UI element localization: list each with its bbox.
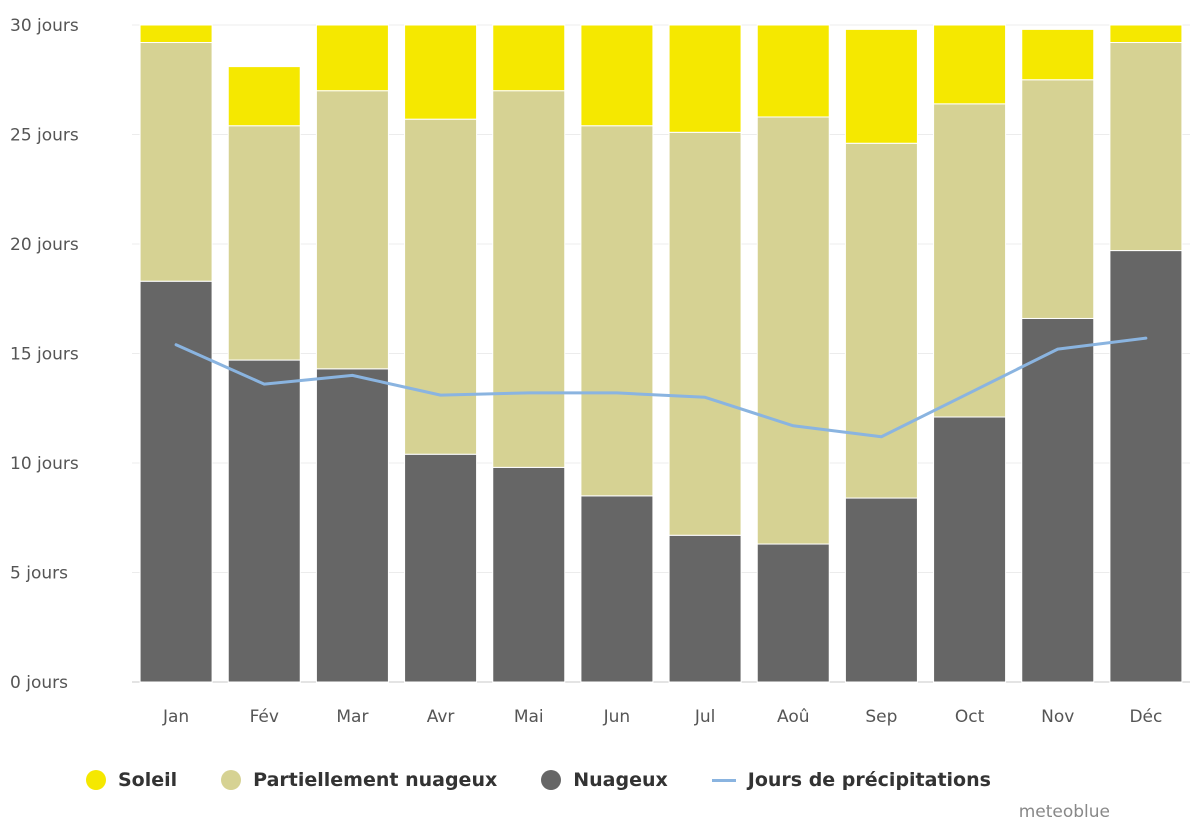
x-tick-label: Mar [336, 707, 368, 727]
legend-swatch-partiellement-nuageux [221, 770, 242, 790]
bar-nuageux[interactable] [492, 466, 566, 683]
bar-partiellement-nuageux[interactable] [492, 90, 566, 468]
legend-swatch-soleil [86, 770, 106, 790]
y-tick-label: 20 jours [10, 235, 79, 255]
y-tick-label: 15 jours [10, 345, 79, 365]
legend-label-jours-de-precipitations: Jours de précipitations [747, 769, 991, 791]
bar-partiellement-nuageux[interactable] [1021, 79, 1095, 319]
x-axis-labels: Jan Fév Mar Avr Mai Jun Jul Aoû Sep Oct Nov Déc [162, 707, 1162, 727]
y-tick-label: 5 jours [10, 564, 68, 584]
bar-nuageux[interactable] [933, 416, 1007, 683]
bar-partiellement-nuageux[interactable] [315, 90, 389, 370]
bar-nuageux[interactable] [404, 453, 478, 683]
bar-soleil[interactable] [1021, 28, 1095, 81]
bar-partiellement-nuageux[interactable] [668, 131, 742, 536]
bar-nuageux[interactable] [580, 495, 654, 683]
bar-partiellement-nuageux[interactable] [227, 125, 301, 361]
x-tick-label: Aoû [777, 707, 810, 727]
x-tick-label: Oct [955, 707, 985, 727]
bar-partiellement-nuageux[interactable] [404, 118, 478, 455]
bar-soleil[interactable] [844, 28, 918, 144]
x-tick-label: Sep [865, 707, 897, 727]
bar-nuageux[interactable] [844, 497, 918, 683]
legend-swatch-nuageux [541, 770, 562, 790]
gridlines [132, 24, 1190, 683]
x-tick-label: Jan [162, 707, 189, 727]
bar-soleil[interactable] [404, 24, 478, 120]
y-tick-label: 30 jours [10, 16, 79, 36]
legend-item-jours-de-precipitations[interactable]: Jours de précipitations [711, 769, 991, 791]
bar-partiellement-nuageux[interactable] [933, 103, 1007, 418]
bar-partiellement-nuageux[interactable] [1109, 42, 1183, 252]
bar-partiellement-nuageux[interactable] [844, 142, 918, 499]
bar-nuageux[interactable] [139, 280, 213, 683]
x-tick-label: Mai [514, 707, 544, 727]
bar-soleil[interactable] [933, 24, 1007, 105]
legend-label-soleil: Soleil [118, 769, 178, 791]
legend-label-partiellement-nuageux: Partiellement nuageux [253, 769, 498, 791]
x-tick-label: Déc [1129, 707, 1162, 727]
y-axis-labels: 0 jours 5 jours 10 jours 15 jours 20 jours 25… [10, 16, 79, 693]
legend-swatch-jours-de-precipitations [711, 778, 736, 782]
bar-soleil[interactable] [139, 24, 213, 44]
bar-partiellement-nuageux[interactable] [139, 42, 213, 282]
x-tick-label: Avr [427, 707, 455, 727]
bar-nuageux[interactable] [315, 368, 389, 683]
legend-item-partiellement-nuageux[interactable]: Partiellement nuageux [221, 769, 497, 791]
credit-meteoblue[interactable]: meteoblue [1018, 802, 1110, 822]
bar-soleil[interactable] [580, 24, 654, 127]
legend: Soleil Partiellement nuageux Nuageux Jou… [86, 760, 991, 800]
legend-item-nuageux[interactable]: Nuageux [541, 769, 668, 791]
x-tick-label: Jul [694, 707, 716, 727]
bar-soleil[interactable] [315, 24, 389, 92]
precipitation-line[interactable] [174, 336, 1148, 439]
bar-soleil[interactable] [492, 24, 566, 92]
chart: 0 jours 5 jours 10 jours 15 jours 20 jours 25… [10, 16, 1190, 727]
bar-soleil[interactable] [756, 24, 830, 118]
y-tick-label: 25 jours [10, 126, 79, 146]
bar-nuageux[interactable] [668, 534, 742, 683]
x-tick-label: Nov [1041, 707, 1074, 727]
bars [139, 24, 1183, 683]
bar-soleil[interactable] [227, 66, 301, 127]
bar-nuageux[interactable] [1109, 250, 1183, 683]
y-tick-label: 0 jours [10, 673, 68, 693]
bar-nuageux[interactable] [756, 543, 830, 683]
x-tick-label: Fév [250, 707, 279, 727]
bar-partiellement-nuageux[interactable] [580, 125, 654, 497]
y-tick-label: 10 jours [10, 454, 79, 474]
bar-soleil[interactable] [1109, 24, 1183, 44]
legend-item-soleil[interactable]: Soleil [86, 769, 177, 791]
bar-partiellement-nuageux[interactable] [756, 116, 830, 545]
bar-soleil[interactable] [668, 24, 742, 133]
x-tick-label: Jun [603, 707, 631, 727]
legend-label-nuageux: Nuageux [573, 769, 668, 791]
precipitation-line-group [174, 336, 1148, 439]
bar-nuageux[interactable] [1021, 317, 1095, 683]
bar-nuageux[interactable] [227, 359, 301, 683]
